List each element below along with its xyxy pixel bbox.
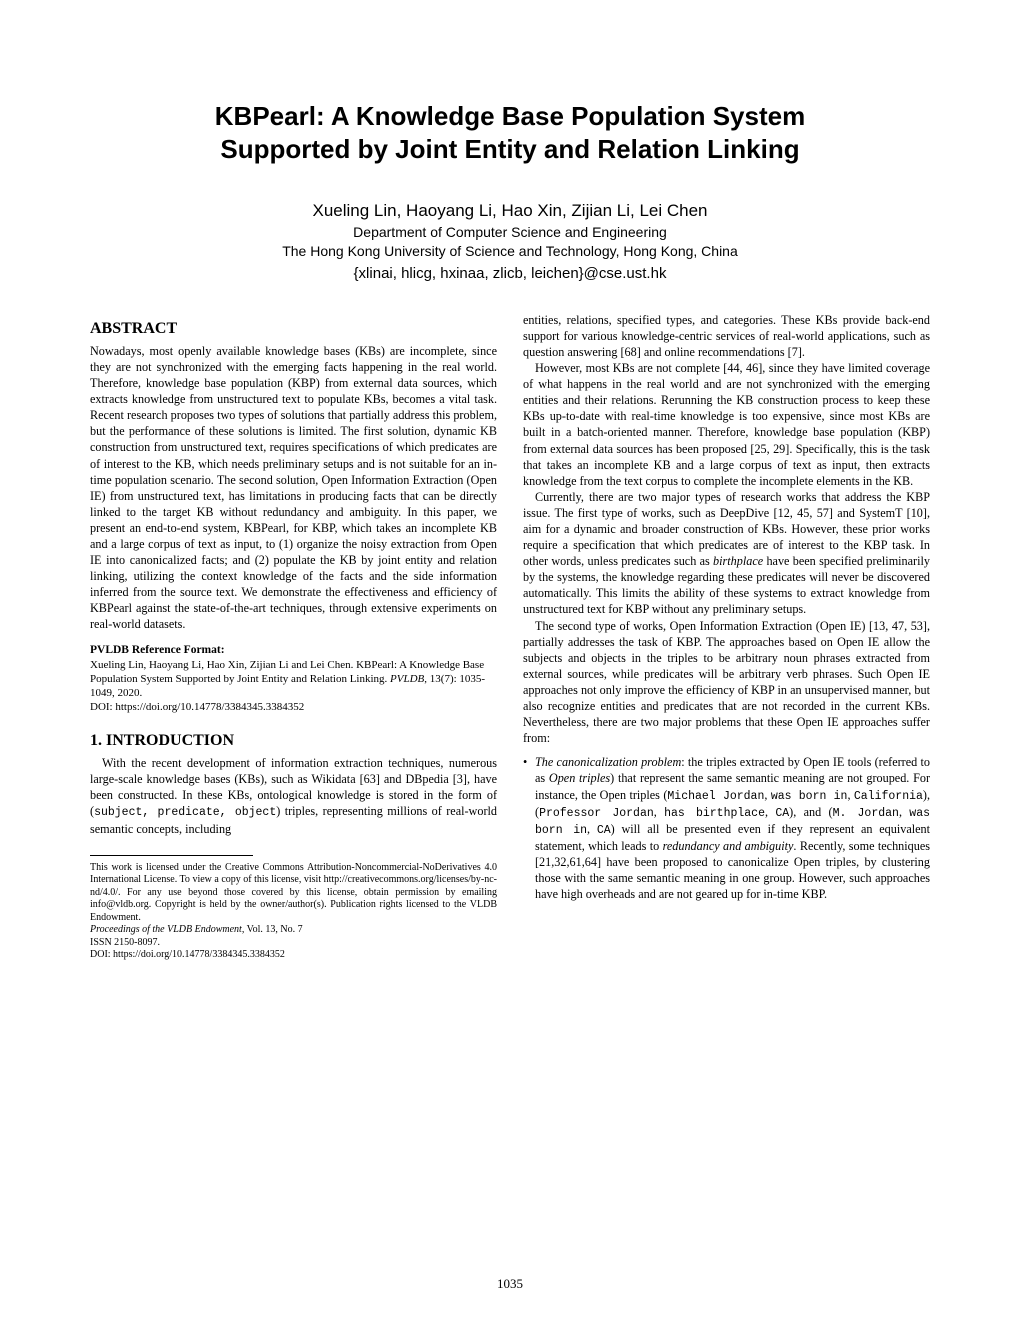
ref-doi: DOI: https://doi.org/10.14778/3384345.33… — [90, 701, 304, 713]
intro-p1-mono: subject, predicate, object — [94, 806, 276, 819]
title-line-1: KBPearl: A Knowledge Base Population Sys… — [215, 101, 805, 131]
m5: has birthplace — [664, 807, 765, 820]
footnote-doi: DOI: https://doi.org/10.14778/3384345.33… — [90, 949, 497, 962]
paper-page: KBPearl: A Knowledge Base Population Sys… — [0, 0, 1020, 1320]
m3: California — [854, 790, 923, 803]
footnote-issn: ISSN 2150-8097. — [90, 937, 497, 950]
c5: , — [899, 805, 909, 819]
bullet-ital2: Open triples — [549, 771, 610, 785]
pvldb-ref-body: Xueling Lin, Haoyang Li, Hao Xin, Zijian… — [90, 658, 497, 714]
bullet-canonicalization: • The canonicalization problem: the trip… — [523, 754, 930, 902]
authors: Xueling Lin, Haoyang Li, Hao Xin, Zijian… — [90, 201, 930, 221]
abstract-heading: ABSTRACT — [90, 318, 497, 339]
footnote-proceedings: Proceedings of the VLDB Endowment, Vol. … — [90, 924, 497, 937]
bullet-text: The canonicalization problem: the triple… — [535, 754, 930, 902]
intro-paragraph-1: With the recent development of informati… — [90, 755, 497, 837]
m9: CA — [597, 824, 611, 837]
pvldb-ref-heading: PVLDB Reference Format: — [90, 643, 497, 658]
footnote-proceedings-ital: Proceedings of the VLDB Endowment, — [90, 924, 244, 935]
footnote-proceedings-vol: Vol. 13, No. 7 — [244, 924, 302, 935]
bullet-dot: • — [523, 754, 535, 902]
page-number: 1035 — [0, 1276, 1020, 1292]
introduction-heading: 1. INTRODUCTION — [90, 730, 497, 751]
ref-venue: PVLDB — [390, 673, 424, 685]
m4: Professor Jordan — [539, 807, 654, 820]
m2: was born in — [771, 790, 848, 803]
authors-block: Xueling Lin, Haoyang Li, Hao Xin, Zijian… — [90, 201, 930, 282]
c4: , — [765, 805, 775, 819]
right-p3-ital: birthplace — [713, 554, 763, 568]
title-line-2: Supported by Joint Entity and Relation L… — [220, 134, 799, 164]
right-p4: The second type of works, Open Informati… — [523, 618, 930, 747]
bp2: ), and ( — [789, 805, 832, 819]
m7: M. Jordan — [833, 807, 899, 820]
right-p2: However, most KBs are not complete [44, … — [523, 360, 930, 489]
left-column: ABSTRACT Nowadays, most openly available… — [90, 312, 497, 962]
right-column: entities, relations, specified types, an… — [523, 312, 930, 962]
m1: Michael Jordan — [667, 790, 764, 803]
affiliation-line-1: Department of Computer Science and Engin… — [90, 223, 930, 242]
right-p3: Currently, there are two major types of … — [523, 489, 930, 618]
c6: , — [587, 822, 597, 836]
bullet-ital3: redundancy and ambiguity — [663, 839, 794, 853]
footnote-separator — [90, 855, 253, 856]
abstract-body: Nowadays, most openly available knowledg… — [90, 343, 497, 633]
paper-title: KBPearl: A Knowledge Base Population Sys… — [90, 100, 930, 165]
author-emails: {xlinai, hlicg, hxinaa, zlicb, leichen}@… — [90, 265, 930, 282]
footnote-license: This work is licensed under the Creative… — [90, 862, 497, 925]
c3: , — [654, 805, 664, 819]
two-column-body: ABSTRACT Nowadays, most openly available… — [90, 312, 930, 962]
bullet-ital: The canonicalization problem — [535, 755, 681, 769]
m6: CA — [775, 807, 789, 820]
license-footnote: This work is licensed under the Creative… — [90, 862, 497, 962]
affiliation-line-2: The Hong Kong University of Science and … — [90, 242, 930, 261]
right-p1: entities, relations, specified types, an… — [523, 312, 930, 360]
